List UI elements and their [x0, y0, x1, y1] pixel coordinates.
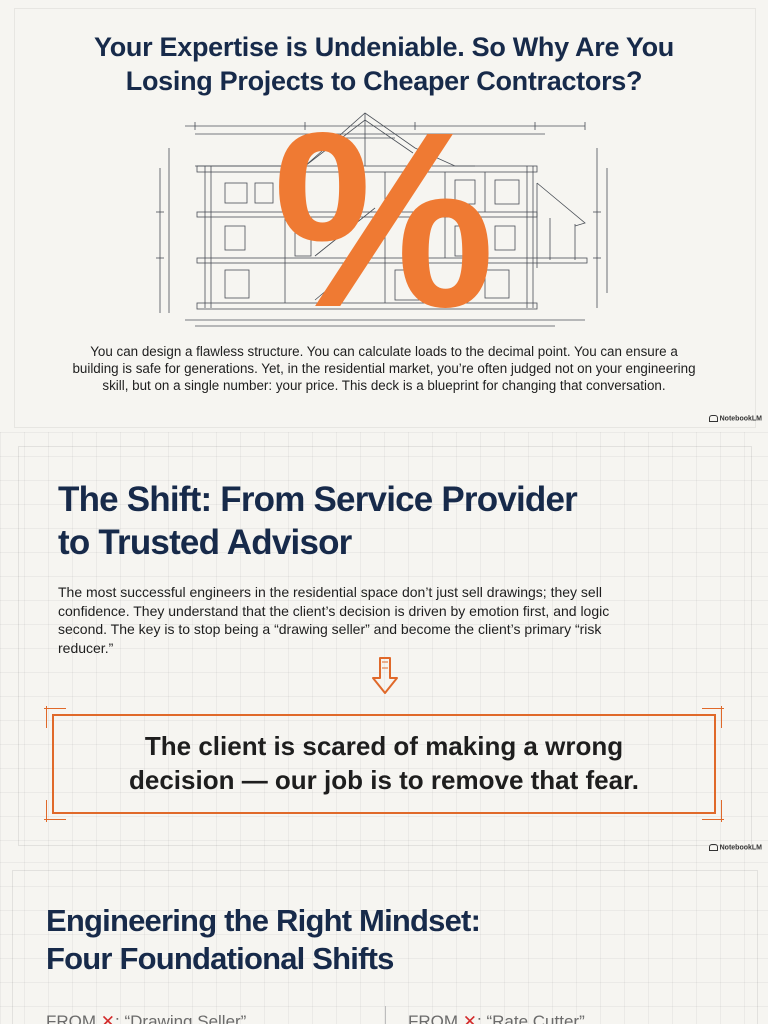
key-quote-box: The client is scared of making a wrong d…	[44, 706, 724, 822]
slide2-title-line1: The Shift: From Service Provider	[58, 480, 578, 519]
key-quote: The client is scared of making a wrong d…	[54, 729, 714, 797]
slide2-body-line1: The most successful engineers in the res…	[58, 584, 602, 600]
from-label: FROM	[408, 1012, 459, 1024]
slide3-title: Engineering the Right Mindset: Four Foun…	[46, 902, 726, 978]
notebooklm-label: NotebookLM	[719, 844, 762, 852]
house-blueprint-illustration: %	[156, 108, 608, 330]
shift-2-from-value: “Rate Cutter”	[486, 1012, 585, 1024]
x-mark-icon: ✕	[100, 1012, 116, 1024]
slide2-body: The most successful engineers in the res…	[58, 583, 718, 657]
key-quote-line1: The client is scared of making a wrong	[144, 731, 624, 761]
shift-1-from-label: FROM ✕: “Drawing Seller”	[46, 1012, 246, 1024]
slide1-body-line3: skill, but on a single number: your pric…	[102, 378, 666, 393]
slide1-body-line1: You can design a flawless structure. You…	[90, 344, 678, 359]
notebooklm-label: NotebookLM	[719, 415, 762, 423]
key-quote-line2: decision — our job is to remove that fea…	[129, 765, 639, 795]
shift-2-from-label: FROM ✕: “Rate Cutter”	[408, 1012, 585, 1024]
slide3-title-line1: Engineering the Right Mindset:	[46, 903, 481, 938]
x-mark-icon: ✕	[462, 1012, 478, 1024]
notebooklm-badge: NotebookLM	[708, 415, 762, 423]
slide2-body-line2: confidence. They understand that the cli…	[58, 602, 610, 619]
arrow-down-icon	[372, 657, 398, 694]
slide2-title: The Shift: From Service Provider to Trus…	[58, 478, 738, 564]
slide2-title-line2: to Trusted Advisor	[58, 523, 352, 562]
slide-shift: The Shift: From Service Provider to Trus…	[0, 432, 768, 862]
slide2-body-line4: reducer.”	[58, 639, 114, 656]
slide1-title: Your Expertise is Undeniable. So Why Are…	[0, 30, 768, 98]
slide-frame	[12, 870, 758, 1024]
slide2-body-line3: second. The key is to stop being a “draw…	[58, 621, 602, 637]
slide1-body: You can design a flawless structure. You…	[42, 343, 726, 394]
slide-mindset: Engineering the Right Mindset: Four Foun…	[0, 862, 768, 1024]
from-label: FROM	[46, 1012, 97, 1024]
slide3-title-line2: Four Foundational Shifts	[46, 941, 394, 976]
slide-expertise: Your Expertise is Undeniable. So Why Are…	[0, 0, 768, 432]
slide1-body-line2: building is safe for generations. Yet, i…	[72, 361, 696, 376]
slide1-title-line2: Losing Projects to Cheaper Contractors?	[125, 66, 643, 96]
notebooklm-icon	[708, 844, 718, 851]
slide-frame	[18, 446, 752, 846]
column-divider	[385, 1006, 386, 1024]
slide-frame	[14, 8, 756, 428]
notebooklm-icon	[708, 415, 718, 422]
shift-1-from-value: “Drawing Seller”	[124, 1012, 247, 1024]
percent-symbol: %	[273, 108, 495, 330]
notebooklm-badge: NotebookLM	[708, 844, 762, 852]
slide1-title-line1: Your Expertise is Undeniable. So Why Are…	[94, 32, 674, 62]
